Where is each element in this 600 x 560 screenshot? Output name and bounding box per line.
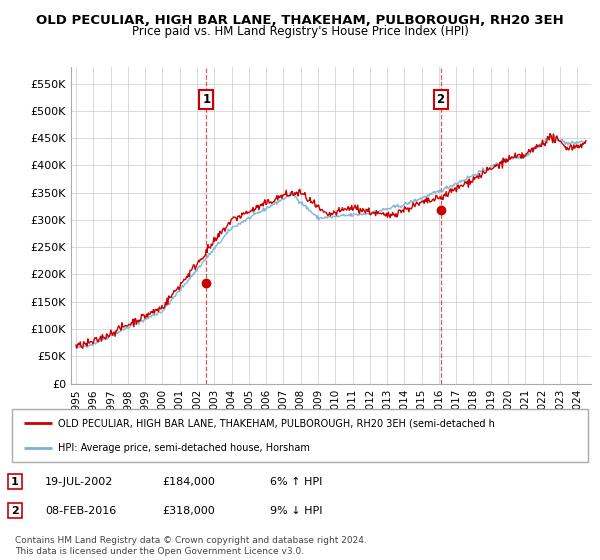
Text: £184,000: £184,000 xyxy=(162,477,215,487)
Text: 2: 2 xyxy=(437,94,445,106)
Text: £318,000: £318,000 xyxy=(162,506,215,516)
Text: 19-JUL-2002: 19-JUL-2002 xyxy=(45,477,113,487)
Text: 1: 1 xyxy=(202,94,211,106)
Text: 9% ↓ HPI: 9% ↓ HPI xyxy=(270,506,323,516)
Text: HPI: Average price, semi-detached house, Horsham: HPI: Average price, semi-detached house,… xyxy=(58,443,310,453)
Text: Contains HM Land Registry data © Crown copyright and database right 2024.
This d: Contains HM Land Registry data © Crown c… xyxy=(15,536,367,556)
Text: 6% ↑ HPI: 6% ↑ HPI xyxy=(270,477,322,487)
Text: OLD PECULIAR, HIGH BAR LANE, THAKEHAM, PULBOROUGH, RH20 3EH: OLD PECULIAR, HIGH BAR LANE, THAKEHAM, P… xyxy=(36,14,564,27)
Text: OLD PECULIAR, HIGH BAR LANE, THAKEHAM, PULBOROUGH, RH20 3EH (semi-detached h: OLD PECULIAR, HIGH BAR LANE, THAKEHAM, P… xyxy=(58,419,495,429)
Text: 08-FEB-2016: 08-FEB-2016 xyxy=(45,506,116,516)
FancyBboxPatch shape xyxy=(12,409,588,462)
Text: 2: 2 xyxy=(11,506,19,516)
Text: 1: 1 xyxy=(11,477,19,487)
Text: Price paid vs. HM Land Registry's House Price Index (HPI): Price paid vs. HM Land Registry's House … xyxy=(131,25,469,38)
